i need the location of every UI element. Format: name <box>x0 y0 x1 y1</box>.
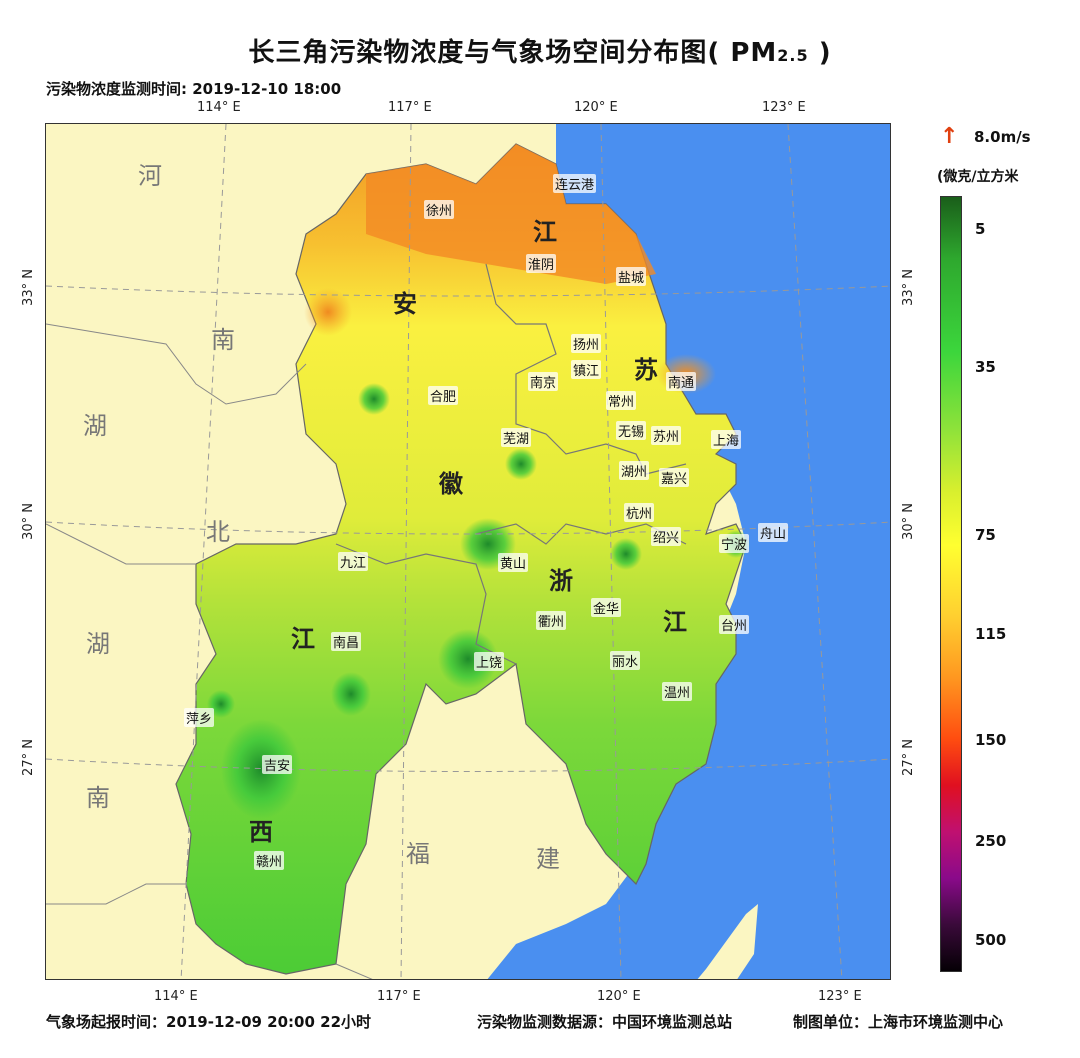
city-jiujiang: 九江 <box>338 552 369 571</box>
tick-top-123: 123° E <box>762 100 806 115</box>
province-label-zhe: 浙 <box>549 566 573 595</box>
colorbar-label-150: 150 <box>975 731 1007 749</box>
province-label-hu-hunan: 湖 <box>86 630 110 658</box>
unit-label: (微克/立方米 <box>937 169 1019 185</box>
city-zhoushan: 舟山 <box>758 523 789 542</box>
data-source: 污染物监测数据源：中国环境监测总站 <box>477 1013 733 1031</box>
green-spot-nanchang <box>331 672 371 716</box>
city-hefei: 合肥 <box>428 386 459 405</box>
taiwan-island <box>697 904 758 979</box>
tick-left-30: 30° N <box>20 503 36 540</box>
city-nanchang: 南昌 <box>331 632 362 651</box>
city-yangzhou: 扬州 <box>571 334 602 353</box>
border-fujian <box>335 963 373 979</box>
green-spot-jian <box>221 719 301 819</box>
border-hubei-hunan <box>46 523 196 565</box>
colorbar-label-5: 5 <box>975 220 986 238</box>
city-jiaxing: 嘉兴 <box>659 468 690 487</box>
city-lianyungang: 连云港 <box>553 174 597 193</box>
tick-top-114: 114° E <box>197 100 241 115</box>
forecast-time: 气象场起报时间：2019-12-09 20:00 22小时 <box>46 1013 372 1031</box>
city-changzhou: 常州 <box>606 391 637 410</box>
green-spot-wuhu <box>505 448 537 480</box>
colorbar-label-500: 500 <box>975 931 1007 949</box>
province-label-fu: 福 <box>406 840 430 868</box>
color-bar <box>940 196 962 972</box>
province-label-hu-hubei: 湖 <box>83 412 107 440</box>
city-yancheng: 盐城 <box>616 267 647 286</box>
colorbar-label-75: 75 <box>975 526 996 544</box>
colorbar-label-115: 115 <box>975 625 1007 643</box>
pm25-map: 河 南 湖 北 湖 南 福 建 江 苏 安 徽 浙 江 江 西 连云港 徐州 淮… <box>45 123 891 980</box>
tick-bottom-120: 120° E <box>597 989 641 1004</box>
city-hangzhou: 杭州 <box>624 503 655 522</box>
province-label-su: 苏 <box>634 355 658 384</box>
city-quzhou: 衢州 <box>536 611 567 630</box>
province-label-nan-henan: 南 <box>211 326 235 354</box>
orange-hotspot <box>304 288 352 336</box>
city-wenzhou: 温州 <box>662 682 693 701</box>
border-anhui-jiangsu <box>485 263 687 475</box>
tick-bottom-117: 117° E <box>377 989 421 1004</box>
city-xuzhou: 徐州 <box>424 200 455 219</box>
wind-speed-label: 8.0m/s <box>974 128 1031 146</box>
tick-right-33: 33° N <box>900 269 916 306</box>
city-wuhu: 芜湖 <box>501 428 532 447</box>
city-wuxi: 无锡 <box>616 421 647 440</box>
high-pm-band <box>366 144 656 284</box>
map-canvas <box>46 124 890 979</box>
city-shaoxing: 绍兴 <box>651 527 682 546</box>
city-shangrao: 上饶 <box>474 652 505 671</box>
tick-right-27: 27° N <box>900 739 916 776</box>
province-label-nan-hunan: 南 <box>86 784 110 812</box>
province-label-bei: 北 <box>206 518 230 546</box>
city-nantong: 南通 <box>666 372 697 391</box>
map-producer: 制图单位：上海市环境监测中心 <box>793 1013 1004 1031</box>
city-huaiyin: 淮阴 <box>526 254 557 273</box>
tick-top-117: 117° E <box>388 100 432 115</box>
city-pingxiang: 萍乡 <box>184 708 215 727</box>
province-label-xi: 西 <box>249 817 273 846</box>
border-jiangxi-north <box>335 543 517 665</box>
sea-area <box>487 124 890 979</box>
tick-bottom-123: 123° E <box>818 989 862 1004</box>
city-suzhou: 苏州 <box>651 426 682 445</box>
border-hunan-guangdong <box>46 883 186 905</box>
tick-top-120: 120° E <box>574 100 618 115</box>
colorbar-label-250: 250 <box>975 832 1007 850</box>
border-henan-hubei <box>46 323 307 405</box>
green-spot-shaoxing <box>610 538 642 570</box>
city-zhenjiang: 镇江 <box>571 360 602 379</box>
city-huzhou: 湖州 <box>619 461 650 480</box>
city-lishui: 丽水 <box>610 651 641 670</box>
green-spot-shangrao <box>438 629 498 689</box>
province-label-an: 安 <box>393 289 417 318</box>
tick-bottom-114: 114° E <box>154 989 198 1004</box>
yrd-region <box>175 143 747 975</box>
border-zhejiang-north <box>475 523 687 545</box>
province-label-hui: 徽 <box>439 469 463 498</box>
tick-left-27: 27° N <box>20 739 36 776</box>
city-nanjing: 南京 <box>528 372 559 391</box>
province-label-jiang-jx: 江 <box>291 624 315 653</box>
colorbar-label-35: 35 <box>975 358 996 376</box>
page-title: 长三角污染物浓度与气象场空间分布图( PM2.5 ) <box>248 38 832 68</box>
tick-right-30: 30° N <box>900 503 916 540</box>
city-jinhua: 金华 <box>591 598 622 617</box>
tick-left-33: 33° N <box>20 269 36 306</box>
city-ningbo: 宁波 <box>719 534 750 553</box>
city-ganzhou: 赣州 <box>254 851 285 870</box>
graticule <box>46 124 890 979</box>
green-spot-hefei <box>358 383 390 415</box>
province-label-jiang-zj: 江 <box>663 607 687 636</box>
province-label-jian: 建 <box>536 845 560 873</box>
province-label-he: 河 <box>138 162 162 190</box>
monitor-time: 污染物浓度监测时间: 2019-12-10 18:00 <box>46 80 342 98</box>
wind-arrow-icon: ↑ <box>940 124 959 149</box>
province-label-jiang-js: 江 <box>533 217 557 246</box>
city-shanghai: 上海 <box>711 430 742 449</box>
city-huangshan: 黄山 <box>498 553 529 572</box>
city-taizhou: 台州 <box>719 615 750 634</box>
city-jian: 吉安 <box>262 755 293 774</box>
